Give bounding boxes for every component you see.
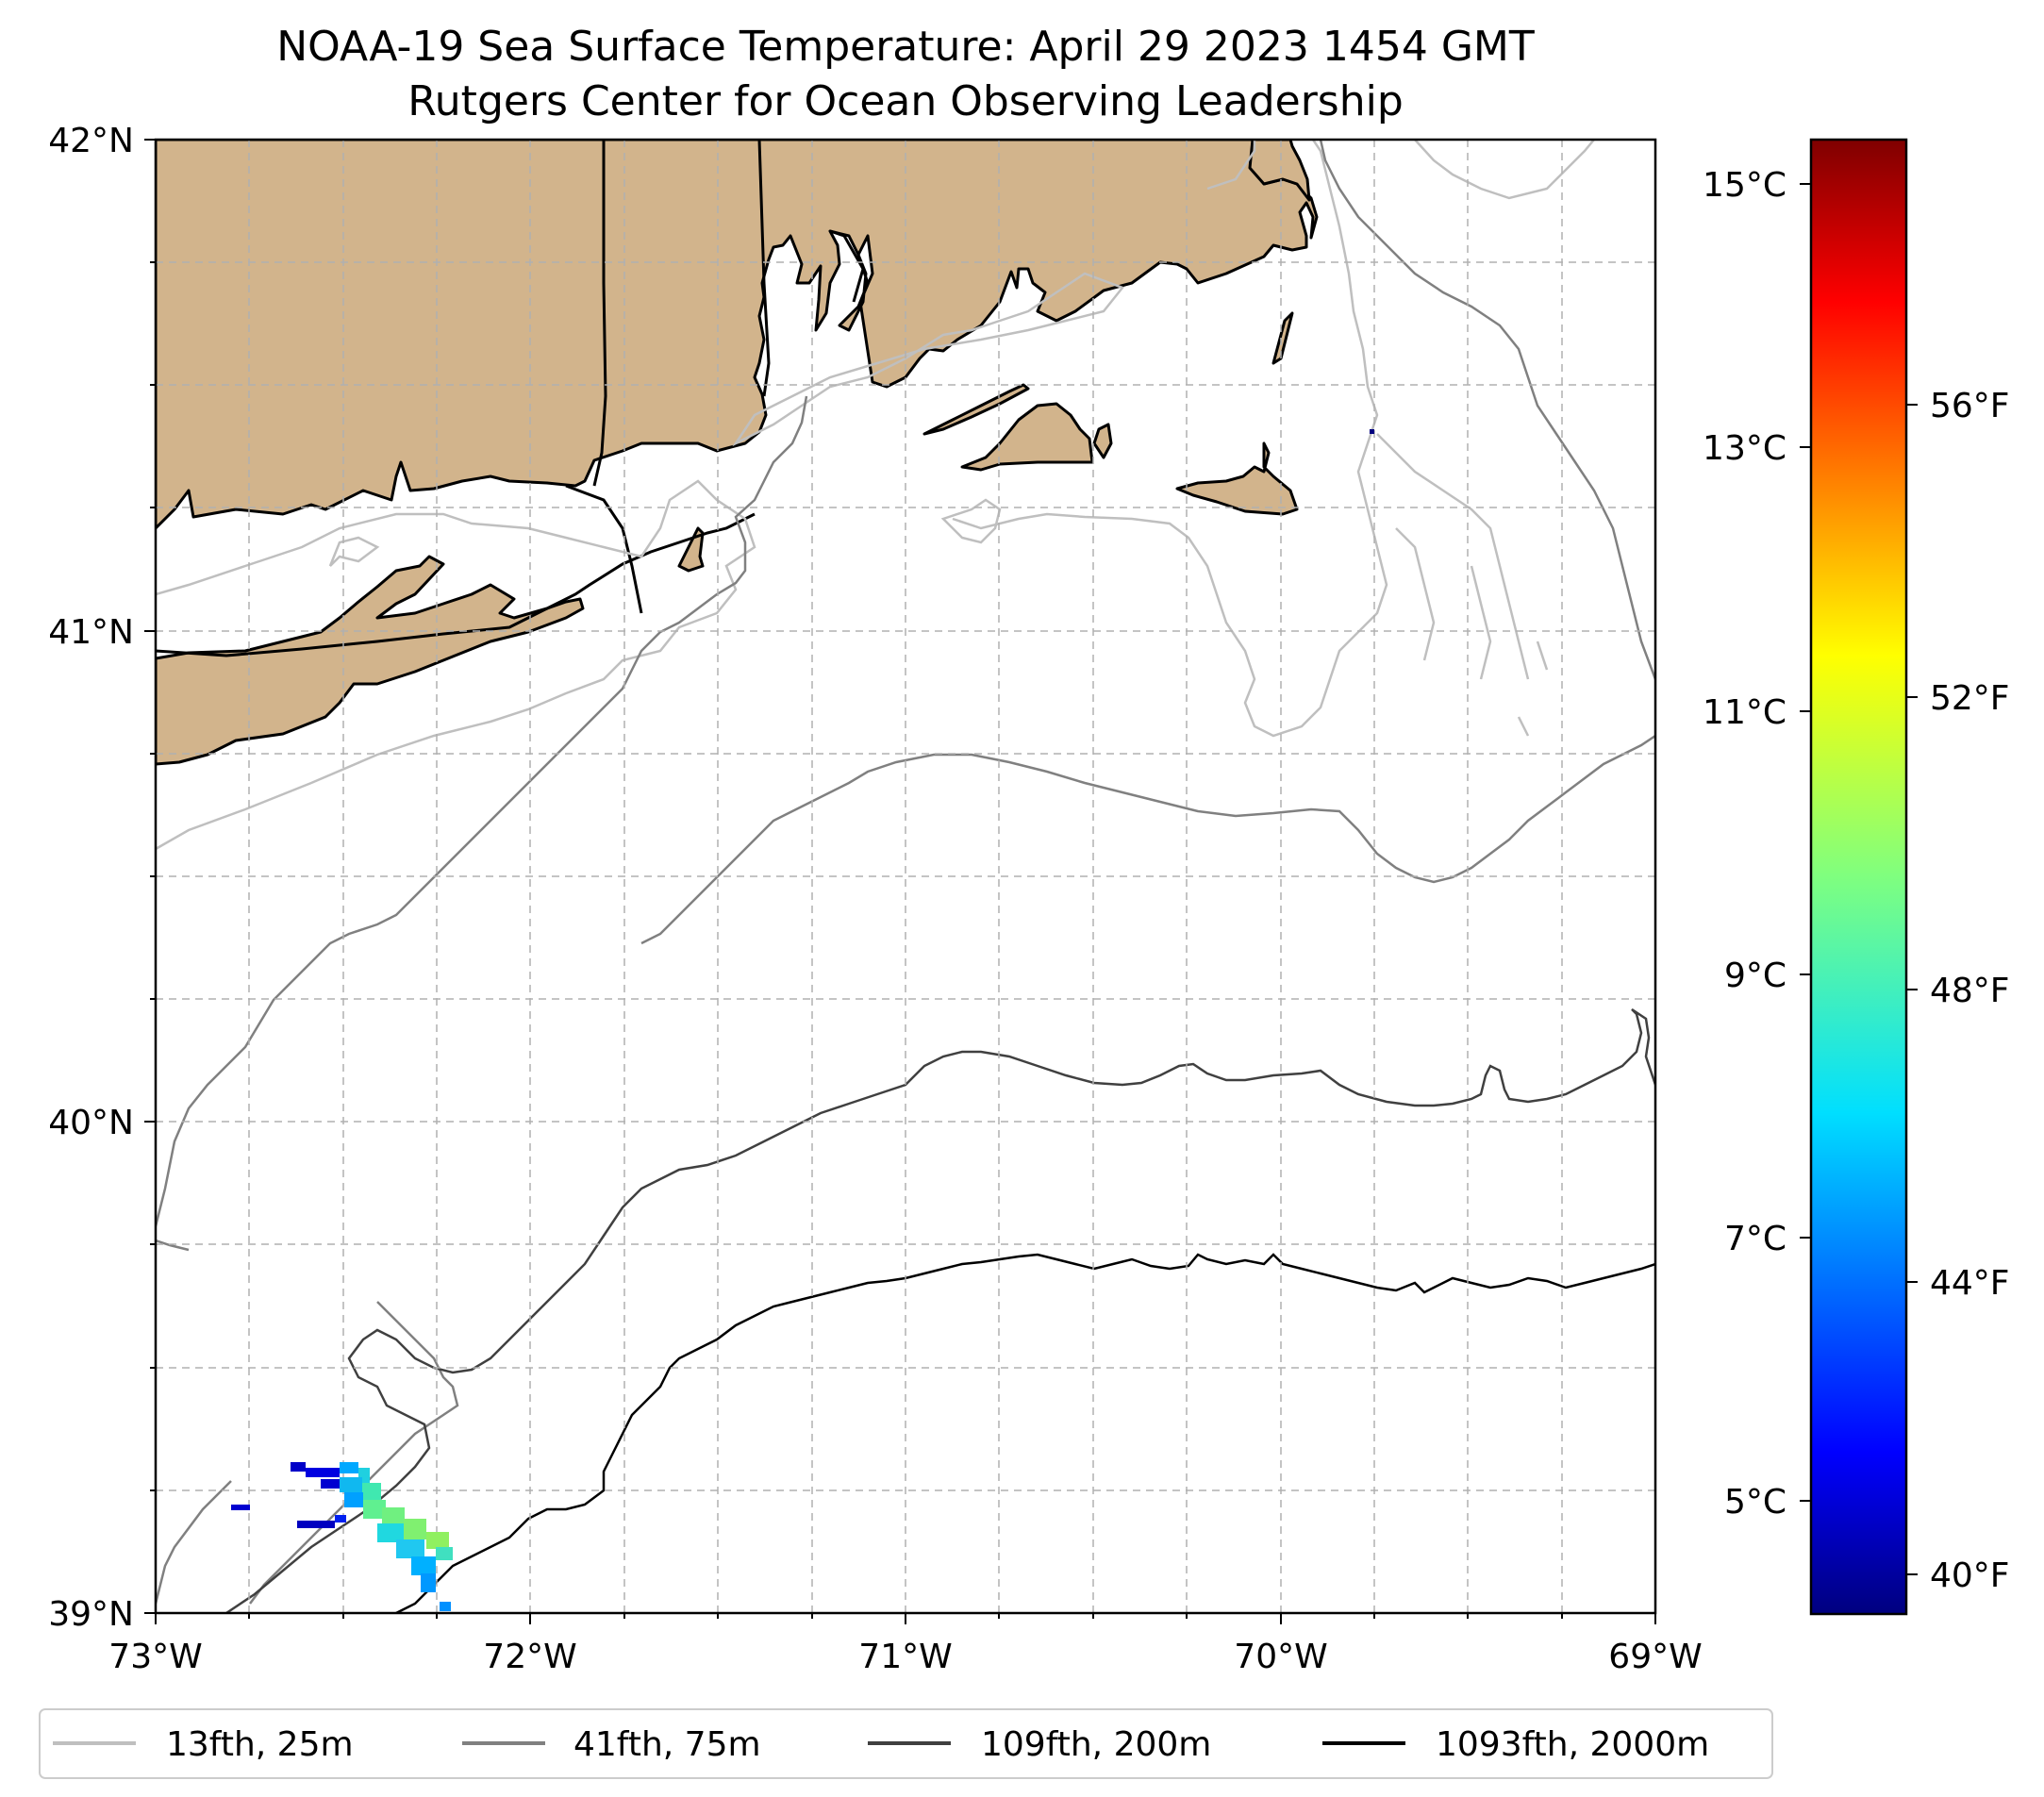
y-tick-label: 42°N	[48, 122, 134, 160]
colorbar-gradient	[1809, 138, 1908, 1616]
land-masses	[156, 140, 1319, 766]
elizabeth-islands	[922, 383, 1030, 436]
x-tick-label: 70°W	[1234, 1638, 1327, 1676]
x-tick-label: 72°W	[483, 1638, 576, 1676]
marthas-vineyard	[960, 402, 1094, 472]
x-tick-label: 71°W	[858, 1638, 952, 1676]
x-tick-label: 69°W	[1608, 1638, 1702, 1676]
colorbar-fahrenheit-ticks	[1906, 404, 1918, 1575]
long-island	[156, 555, 585, 766]
colorbar-celsius-label: 7°C	[1724, 1220, 1786, 1258]
isobath-200m	[225, 1007, 1655, 1613]
colorbar-celsius-label: 13°C	[1703, 429, 1786, 468]
title-line-2: Rutgers Center for Ocean Observing Leade…	[407, 77, 1404, 125]
cape-cod	[1248, 140, 1311, 202]
legend-label-200m: 109fth, 200m	[981, 1725, 1211, 1764]
chappaquiddick	[1092, 423, 1113, 459]
isobath-2000m	[395, 1253, 1655, 1613]
colorbar-celsius-label: 11°C	[1703, 693, 1786, 732]
colorbar-fahrenheit-label: 44°F	[1930, 1264, 2010, 1303]
x-tick-label: 73°W	[108, 1638, 202, 1676]
monomoy	[1271, 311, 1294, 365]
sst-data-patch	[231, 429, 1374, 1611]
legend-item-2000m: 1093fth, 2000m	[1322, 1725, 1709, 1764]
state-boundaries	[156, 140, 865, 657]
block-island	[677, 526, 705, 573]
y-tick-label: 40°N	[48, 1104, 134, 1142]
colorbar-fahrenheit-label: 40°F	[1930, 1556, 2010, 1595]
legend: 13fth, 25m 41fth, 75m 109fth, 200m 1093f…	[39, 1708, 1773, 1779]
colorbar: 15°C 13°C 11°C 9°C 7°C 5°C 56°F 52°F 48°…	[1703, 138, 2010, 1616]
legend-label-2000m: 1093fth, 2000m	[1436, 1725, 1709, 1764]
colorbar-celsius-label: 5°C	[1724, 1483, 1786, 1522]
legend-item-25m: 13fth, 25m	[53, 1725, 354, 1764]
axis-tick-marks	[144, 139, 1656, 1624]
colorbar-fahrenheit-label: 56°F	[1930, 387, 2010, 425]
nantucket	[1175, 441, 1299, 516]
colorbar-celsius-label: 15°C	[1703, 166, 1786, 205]
isobath-25m	[156, 140, 1595, 851]
legend-label-75m: 41fth, 75m	[573, 1725, 761, 1764]
map-area	[156, 140, 1655, 1613]
colorbar-celsius-label: 9°C	[1724, 957, 1786, 995]
colorbar-celsius-ticks	[1800, 183, 1811, 1502]
y-tick-label: 41°N	[48, 613, 134, 652]
y-tick-label: 39°N	[48, 1595, 134, 1634]
colorbar-fahrenheit-label: 48°F	[1930, 972, 2010, 1010]
legend-label-25m: 13fth, 25m	[166, 1725, 354, 1764]
legend-item-75m: 41fth, 75m	[462, 1725, 761, 1764]
colorbar-fahrenheit-label: 52°F	[1930, 679, 2010, 718]
title-line-1: NOAA-19 Sea Surface Temperature: April 2…	[276, 23, 1535, 71]
legend-item-200m: 109fth, 200m	[868, 1725, 1211, 1764]
isobath-75m	[156, 140, 1655, 1605]
